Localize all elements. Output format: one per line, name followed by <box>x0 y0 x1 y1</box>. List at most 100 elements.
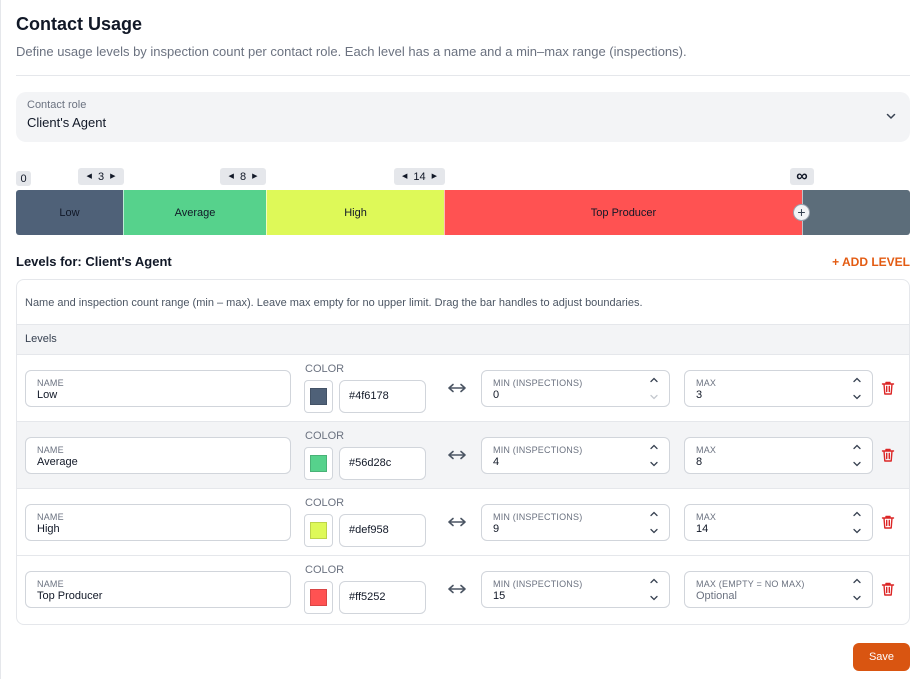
chevron-up-icon[interactable] <box>851 575 863 587</box>
level-min-input[interactable]: MIN (INSPECTIONS) 0 <box>481 370 670 407</box>
color-hex-input[interactable]: #4f6178 <box>339 380 426 413</box>
field-label: MAX <box>696 445 717 455</box>
trash-icon[interactable] <box>880 380 896 396</box>
bar-segment-label: Average <box>174 206 216 219</box>
increment-arrow-icon[interactable]: ▶ <box>431 173 438 180</box>
color-swatch <box>310 388 327 405</box>
level-max-input[interactable]: MAX 14 <box>684 504 873 541</box>
color-hex-input[interactable]: #ff5252 <box>339 581 426 614</box>
chevron-down-icon[interactable] <box>851 525 863 537</box>
levels-section-title: Levels for: Client's Agent <box>16 254 172 269</box>
field-label: MIN (INSPECTIONS) <box>493 378 583 388</box>
bar-segment-remainder <box>802 190 910 235</box>
chevron-down-icon[interactable] <box>851 592 863 604</box>
field-value: 14 <box>696 523 709 535</box>
decrement-arrow-icon[interactable]: ◀ <box>86 173 92 180</box>
bar-segment-top-producer[interactable]: Top Producer <box>444 190 802 235</box>
trash-icon[interactable] <box>880 447 896 463</box>
color-swatch <box>310 455 327 472</box>
field-value: Low <box>37 389 58 401</box>
chevron-up-icon[interactable] <box>851 441 863 453</box>
level-name-input[interactable]: NAME Average <box>25 437 291 474</box>
chevron-up-icon[interactable] <box>851 508 863 520</box>
chevron-up-icon[interactable] <box>648 508 660 520</box>
color-picker[interactable] <box>304 447 333 480</box>
color-label: COLOR <box>305 564 345 576</box>
level-name-input[interactable]: NAME Low <box>25 370 291 407</box>
field-label: NAME <box>37 512 64 522</box>
field-value: Average <box>37 456 78 468</box>
left-border <box>0 0 1 679</box>
number-stepper[interactable] <box>648 508 660 537</box>
bar-segment-average[interactable]: Average <box>123 190 266 235</box>
range-arrows-icon <box>448 517 466 527</box>
number-stepper[interactable] <box>648 441 660 470</box>
increment-arrow-icon[interactable]: ▶ <box>110 173 116 180</box>
plus-icon[interactable]: + <box>793 204 810 221</box>
color-label: COLOR <box>305 497 345 509</box>
level-row: NAME High COLOR #def958 MIN (INSPECTIONS… <box>17 489 909 556</box>
number-stepper[interactable] <box>851 575 863 604</box>
chevron-up-icon[interactable] <box>648 575 660 587</box>
page-description: Define usage levels by inspection count … <box>16 44 687 59</box>
levels-table-header: Levels <box>17 324 909 355</box>
number-stepper[interactable] <box>851 508 863 537</box>
boundary-handle[interactable]: ◀ 3 ▶ <box>78 168 124 185</box>
number-stepper[interactable] <box>851 374 863 403</box>
number-stepper[interactable] <box>648 575 660 604</box>
usage-levels-bar[interactable]: Low Average High Top Producer <box>16 190 910 235</box>
chevron-up-icon[interactable] <box>851 374 863 386</box>
bar-segment-label: Low <box>59 206 80 219</box>
range-arrows-icon <box>448 383 466 393</box>
color-swatch <box>310 522 327 539</box>
number-stepper[interactable] <box>648 374 660 403</box>
add-level-button[interactable]: + ADD LEVEL <box>832 255 910 269</box>
level-min-input[interactable]: MIN (INSPECTIONS) 4 <box>481 437 670 474</box>
boundary-handle[interactable]: ◀ 14 ▶ <box>394 168 445 185</box>
boundary-handle[interactable]: ◀ 8 ▶ <box>220 168 266 185</box>
level-min-input[interactable]: MIN (INSPECTIONS) 9 <box>481 504 670 541</box>
decrement-arrow-icon[interactable]: ◀ <box>401 173 408 180</box>
level-max-input[interactable]: MAX 3 <box>684 370 873 407</box>
chevron-up-icon[interactable] <box>648 441 660 453</box>
field-value: 4 <box>493 456 500 468</box>
number-stepper[interactable] <box>851 441 863 470</box>
chevron-down-icon[interactable] <box>648 525 660 537</box>
color-label: COLOR <box>305 363 345 375</box>
decrement-arrow-icon[interactable]: ◀ <box>228 173 234 180</box>
level-name-input[interactable]: NAME Top Producer <box>25 571 291 608</box>
level-name-input[interactable]: NAME High <box>25 504 291 541</box>
bar-segment-high[interactable]: High <box>266 190 444 235</box>
trash-icon[interactable] <box>880 514 896 530</box>
chevron-down-icon[interactable] <box>648 391 660 403</box>
chevron-down-icon[interactable] <box>648 592 660 604</box>
chevron-down-icon[interactable] <box>851 391 863 403</box>
field-placeholder: Optional <box>696 590 737 602</box>
field-value: 9 <box>493 523 500 535</box>
color-picker[interactable] <box>304 514 333 547</box>
infinity-icon: ∞ <box>796 167 808 185</box>
boundary-value: 8 <box>239 170 247 183</box>
chevron-down-icon[interactable] <box>648 458 660 470</box>
increment-arrow-icon[interactable]: ▶ <box>252 173 258 180</box>
color-hex-input[interactable]: #56d28c <box>339 447 426 480</box>
save-button[interactable]: Save <box>853 643 910 671</box>
field-label: MIN (INSPECTIONS) <box>493 579 583 589</box>
color-hex-input[interactable]: #def958 <box>339 514 426 547</box>
bar-segment-low[interactable]: Low <box>16 190 123 235</box>
chevron-down-icon[interactable] <box>851 458 863 470</box>
chevron-up-icon[interactable] <box>648 374 660 386</box>
contact-role-select[interactable]: Contact role Client's Agent <box>16 92 910 142</box>
trash-icon[interactable] <box>880 581 896 597</box>
color-picker[interactable] <box>304 581 333 614</box>
level-min-input[interactable]: MIN (INSPECTIONS) 15 <box>481 571 670 608</box>
bar-segment-label: High <box>344 206 367 219</box>
level-max-input[interactable]: MAX (EMPTY = NO MAX) Optional <box>684 571 873 608</box>
infinity-marker: ∞ <box>790 168 814 185</box>
field-value: High <box>37 523 60 535</box>
bar-segment-label: Top Producer <box>590 206 657 219</box>
level-max-input[interactable]: MAX 8 <box>684 437 873 474</box>
field-label: NAME <box>37 579 64 589</box>
field-label: MAX <box>696 512 717 522</box>
color-picker[interactable] <box>304 380 333 413</box>
